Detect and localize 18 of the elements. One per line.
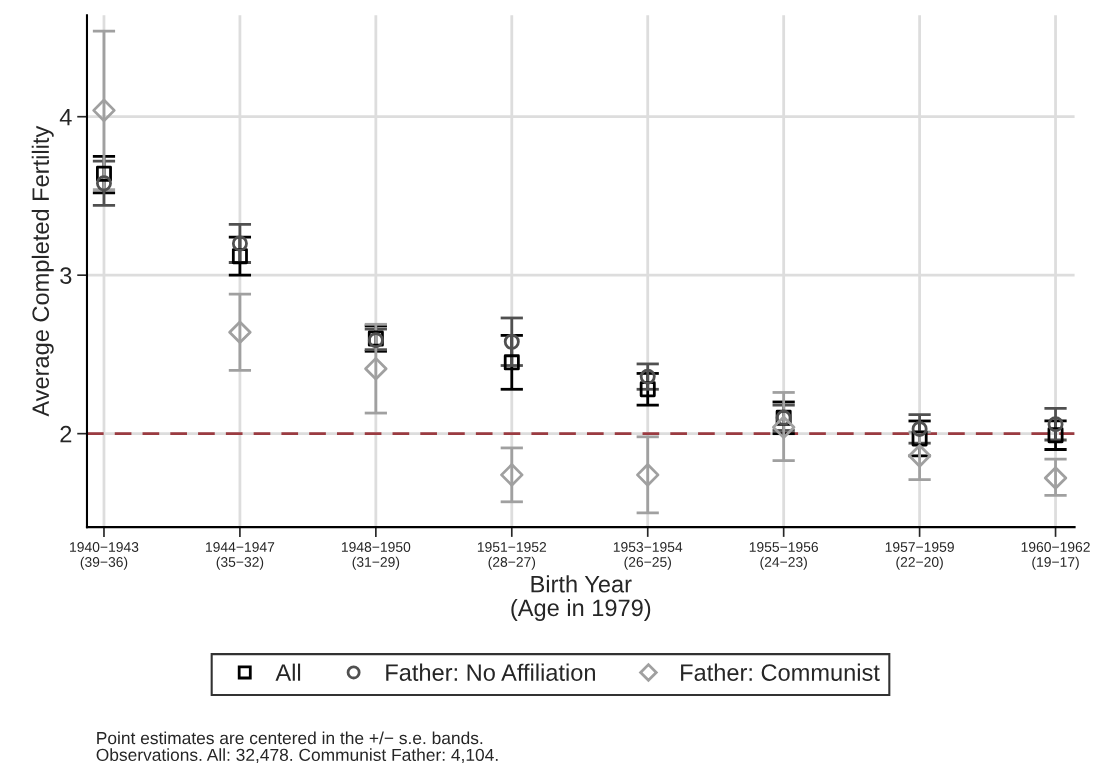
legend-label: Father: Communist bbox=[681, 663, 880, 681]
x-tick-label: 1960−1962 (19−17) bbox=[1021, 542, 1090, 570]
legend-label: Father: No Affiliation bbox=[386, 663, 595, 681]
y-tick-label: 3 bbox=[60, 267, 72, 284]
x-tick-label: 1957−1959 (22−20) bbox=[885, 542, 954, 570]
y-tick-label: 4 bbox=[59, 109, 72, 126]
x-tick-label: 1940−1943 (39−36) bbox=[70, 542, 139, 570]
x-tick-label: 1948−1950 (31−29) bbox=[341, 542, 411, 570]
x-tick-label: 1955−1956 (24−23) bbox=[749, 542, 819, 570]
text: Point estimates are centered in the +/− s.e. bands. bbox=[97, 731, 483, 745]
legend-label: All bbox=[275, 663, 301, 681]
x-tick-label: 1944−1947 (35−32) bbox=[206, 542, 275, 570]
y-tick-label: 2 bbox=[60, 425, 72, 443]
x-tick-label: 1951−1952 (28−27) bbox=[477, 542, 547, 570]
y-axis-title: Average Completed Fertility bbox=[31, 125, 54, 417]
x-axis-title: Birth Year (Age in 1979) bbox=[511, 575, 651, 621]
x-tick-label: 1953−1954 (26−25) bbox=[613, 542, 683, 570]
text: Observations. All: 32,478. Communist Father: 4,104. bbox=[96, 748, 498, 764]
